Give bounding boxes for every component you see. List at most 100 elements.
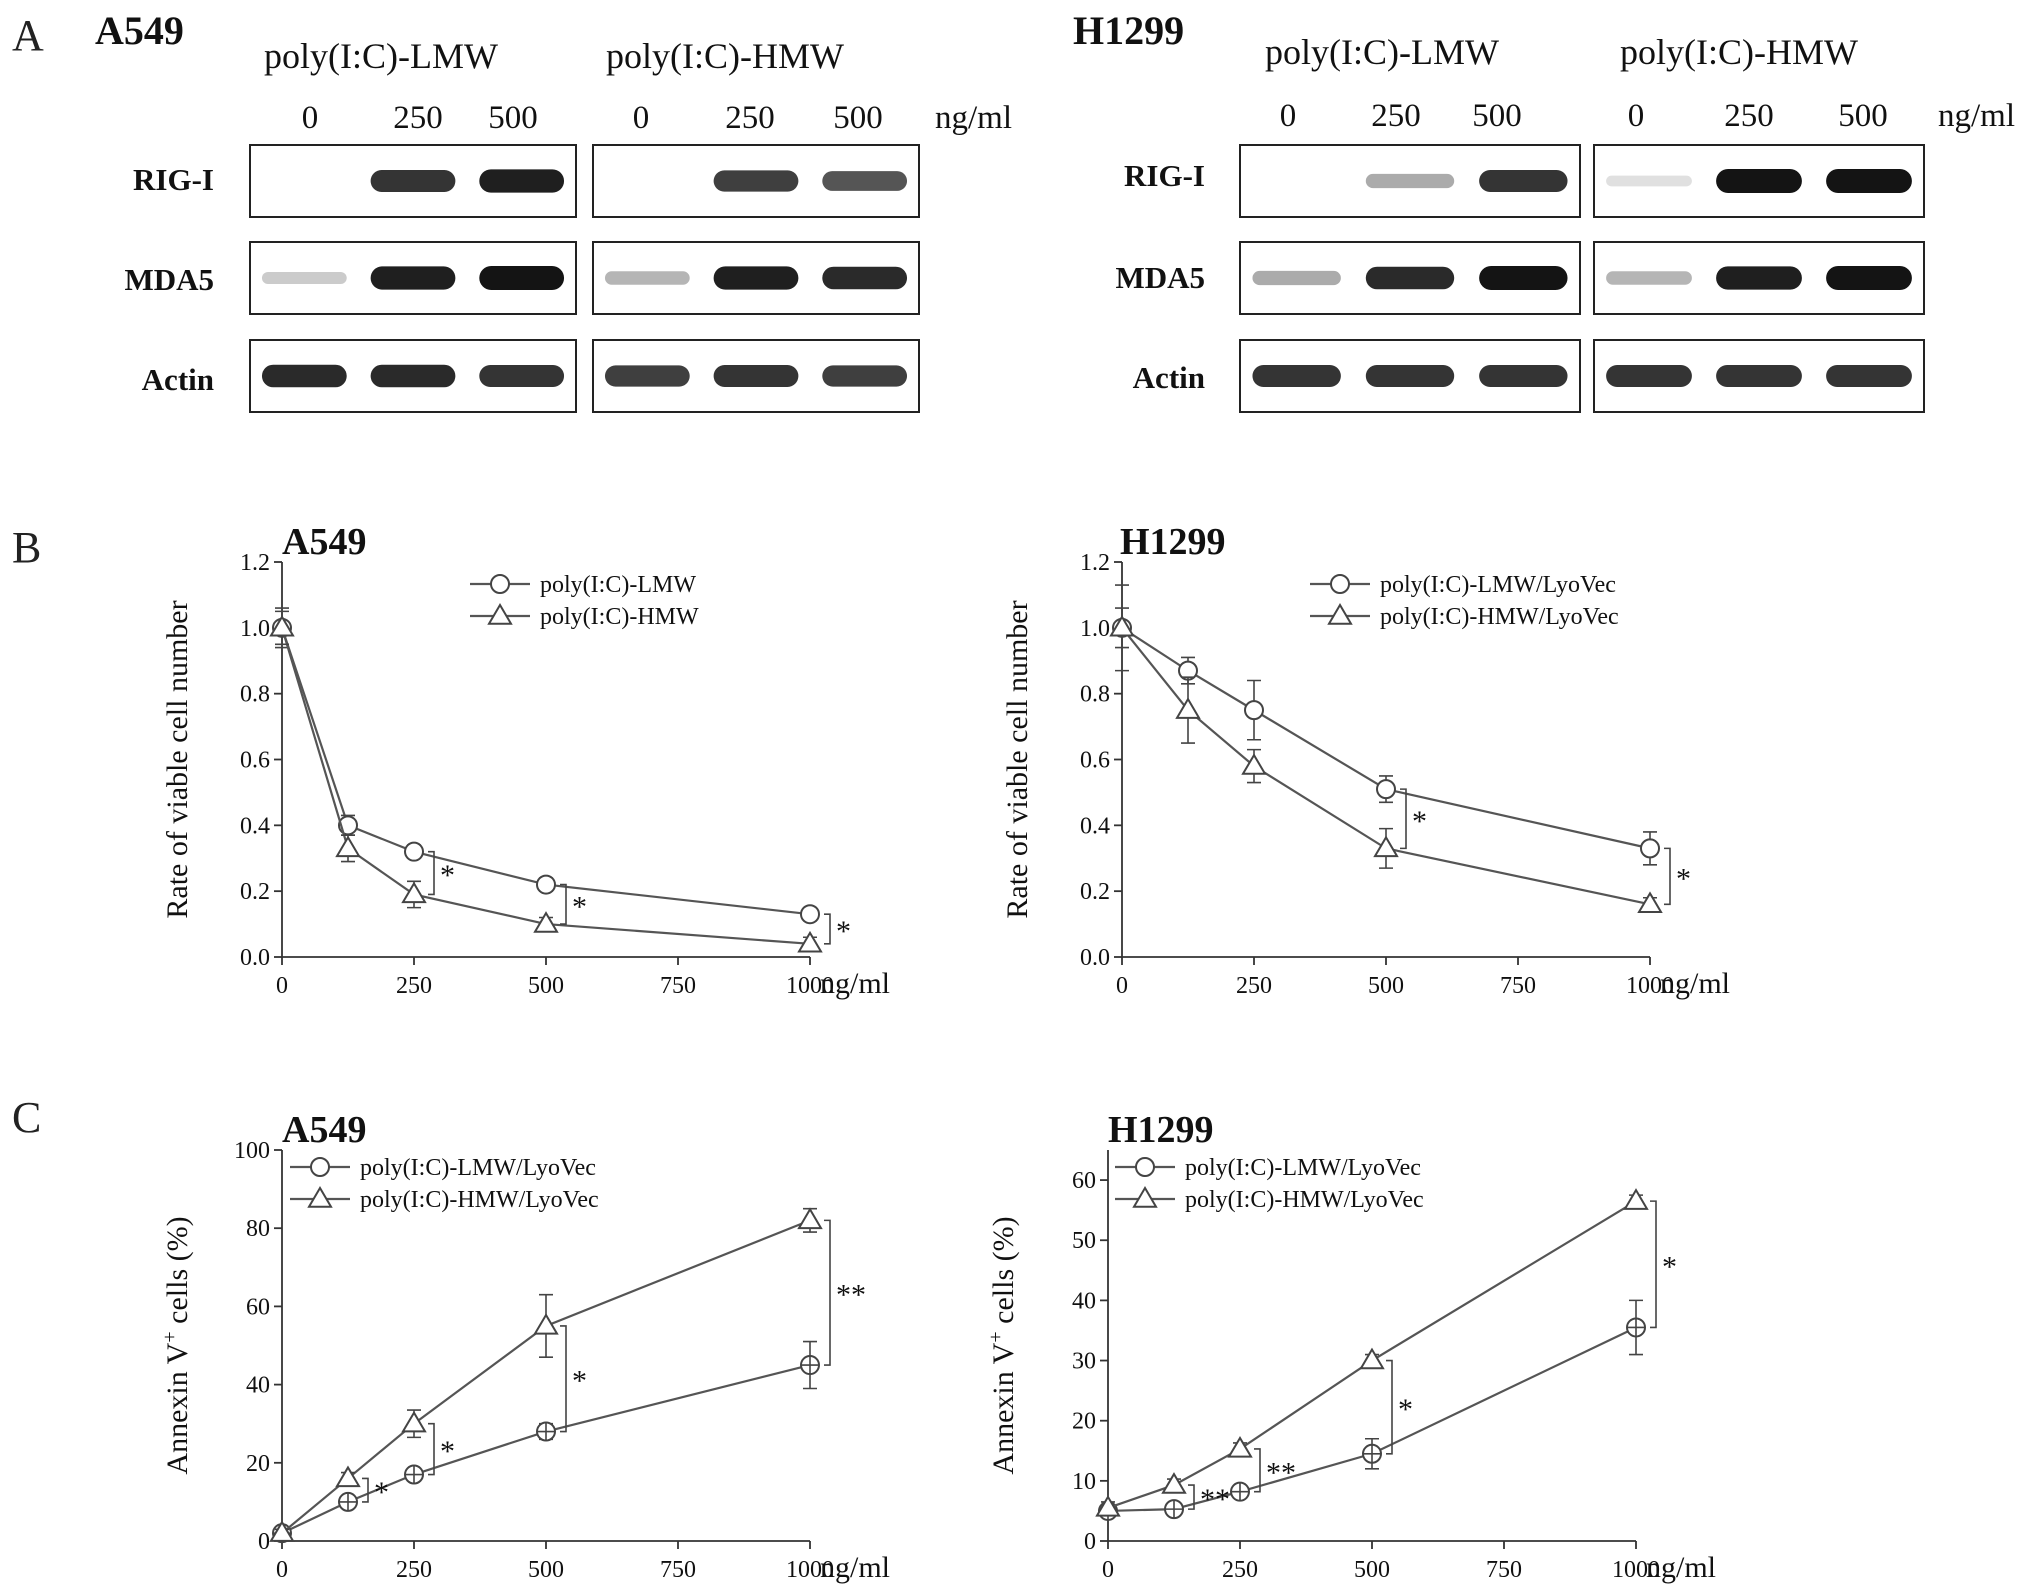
blot-band	[1606, 175, 1692, 187]
blot-band	[1479, 266, 1568, 290]
significance-bracket	[824, 913, 831, 945]
chart-title: A549	[282, 521, 366, 563]
data-point-triangle	[1175, 697, 1201, 719]
chart-title: H1299	[1108, 1109, 1214, 1151]
y-tick-label: 20	[246, 1451, 270, 1477]
data-point-circle	[536, 874, 556, 895]
x-tick-label: 500	[1368, 973, 1404, 999]
significance-label: *	[1662, 1250, 1677, 1283]
y-tick-label: 100	[234, 1138, 270, 1164]
data-point-cross	[405, 1465, 423, 1484]
unit-label: ng/ml	[935, 100, 1012, 136]
y-tick-label: 1.2	[1080, 550, 1110, 576]
significance-label: *	[1676, 862, 1691, 895]
data-point-triangle	[797, 1207, 823, 1230]
blot-band	[1716, 365, 1802, 387]
blot-band	[713, 266, 799, 290]
data-point-triangle	[1359, 1347, 1385, 1370]
blot-h1299: H1299 poly(I:C)-LMW poly(I:C)-HMW 0 250 …	[1073, 8, 2015, 413]
legend-label: poly(I:C)-LMW/LyoVec	[360, 1155, 596, 1181]
series-line	[280, 627, 811, 916]
blot-condition-label: poly(I:C)-HMW	[1620, 32, 1858, 72]
x-tick-label: 750	[1486, 1557, 1522, 1583]
series-hmw	[269, 1207, 823, 1542]
band-layer	[1252, 169, 1912, 387]
blot-band	[1252, 270, 1341, 286]
blot-condition-label: poly(I:C)-HMW	[606, 36, 844, 76]
y-axis-label: Annexin V+ cells (%)	[159, 1216, 194, 1474]
blot-band	[1826, 365, 1912, 387]
series-hmw	[269, 610, 823, 953]
significance-bracket	[428, 1422, 435, 1476]
significance-label: *	[572, 1365, 587, 1398]
blot-band	[370, 170, 456, 192]
significance-bracket	[1188, 1484, 1195, 1510]
band-layer	[261, 169, 908, 388]
y-tick-label: 0.4	[240, 813, 270, 839]
y-tick-label: 50	[1072, 1228, 1096, 1254]
data-point-triangle	[1132, 1186, 1158, 1208]
blot-cell-line-title: A549	[95, 8, 184, 53]
lane-label: 0	[1628, 98, 1645, 134]
blot-band	[1826, 266, 1912, 290]
data-point-circle	[490, 574, 510, 594]
data-point-triangle	[1109, 614, 1135, 637]
x-tick-label: 0	[276, 973, 288, 999]
x-tick-label: 1000	[1612, 1557, 1660, 1583]
y-axis-label: Annexin V+ cells (%)	[985, 1216, 1020, 1474]
blot-band	[261, 271, 347, 285]
series-line	[281, 1219, 811, 1535]
blot-band	[604, 365, 690, 387]
blot-band	[479, 266, 565, 290]
significance-bracket	[824, 1219, 831, 1366]
data-point-triangle	[1095, 1494, 1121, 1517]
lane-label: 0	[1280, 98, 1297, 134]
y-tick-label: 0.0	[240, 945, 270, 971]
blot-band	[1716, 266, 1802, 290]
legend-label: poly(I:C)-HMW/LyoVec	[360, 1187, 599, 1213]
y-axis-label: Rate of viable cell number	[1001, 600, 1034, 918]
y-tick-label: 0.2	[240, 879, 270, 905]
x-tick-label: 0	[1102, 1557, 1114, 1583]
blot-band	[822, 365, 908, 387]
data-point-circle	[1135, 1157, 1155, 1177]
blot-band	[1365, 266, 1455, 290]
x-tick-label: 500	[1354, 1557, 1390, 1583]
series-lmw	[272, 1340, 820, 1544]
chart-title: A549	[282, 1109, 366, 1151]
y-tick-label: 0.2	[1080, 879, 1110, 905]
data-point-cross	[1627, 1318, 1645, 1337]
blot-band	[604, 271, 690, 285]
y-tick-label: 0.4	[1080, 813, 1110, 839]
blot-cell-line-title: H1299	[1073, 8, 1184, 53]
blot-band	[1365, 173, 1455, 189]
significance-bracket	[362, 1477, 369, 1503]
x-tick-label: 250	[396, 1557, 432, 1583]
y-tick-label: 60	[1072, 1168, 1096, 1194]
chart-b-h1299: H1299 0.0 0.2 0.4 0.6 0.8 1.0 1.2 0 250 500 750 1000…	[1001, 521, 1730, 1000]
blot-band	[370, 364, 456, 388]
chart-b-a549: A549 0.0 0.2 0.4 0.6 0.8 1.0 1.2 0 250 500 750 1000n…	[161, 521, 890, 1000]
blot-band	[479, 169, 565, 193]
unit-label: ng/ml	[1938, 98, 2015, 134]
significance-label: **	[836, 1279, 866, 1312]
blot-band	[1716, 169, 1802, 193]
blot-condition-label: poly(I:C)-LMW	[1265, 32, 1499, 72]
lane-label: 500	[488, 100, 538, 136]
legend-label: poly(I:C)-HMW	[540, 604, 699, 630]
legend-label: poly(I:C)-HMW/LyoVec	[1380, 604, 1619, 630]
significance-label: **	[1200, 1483, 1230, 1516]
data-point-circle	[1640, 838, 1660, 859]
protein-label-mda5: MDA5	[124, 262, 214, 297]
x-tick-label: 1000	[786, 1557, 834, 1583]
y-tick-label: 1.0	[1080, 616, 1110, 642]
significance-bracket	[1664, 847, 1671, 906]
x-axis-label: ng/ml	[820, 1551, 890, 1584]
y-tick-label: 0.8	[240, 682, 270, 708]
series-lmw	[272, 607, 820, 925]
series-line	[281, 1363, 811, 1535]
blot-band	[1479, 365, 1568, 387]
data-point-triangle	[269, 614, 295, 637]
